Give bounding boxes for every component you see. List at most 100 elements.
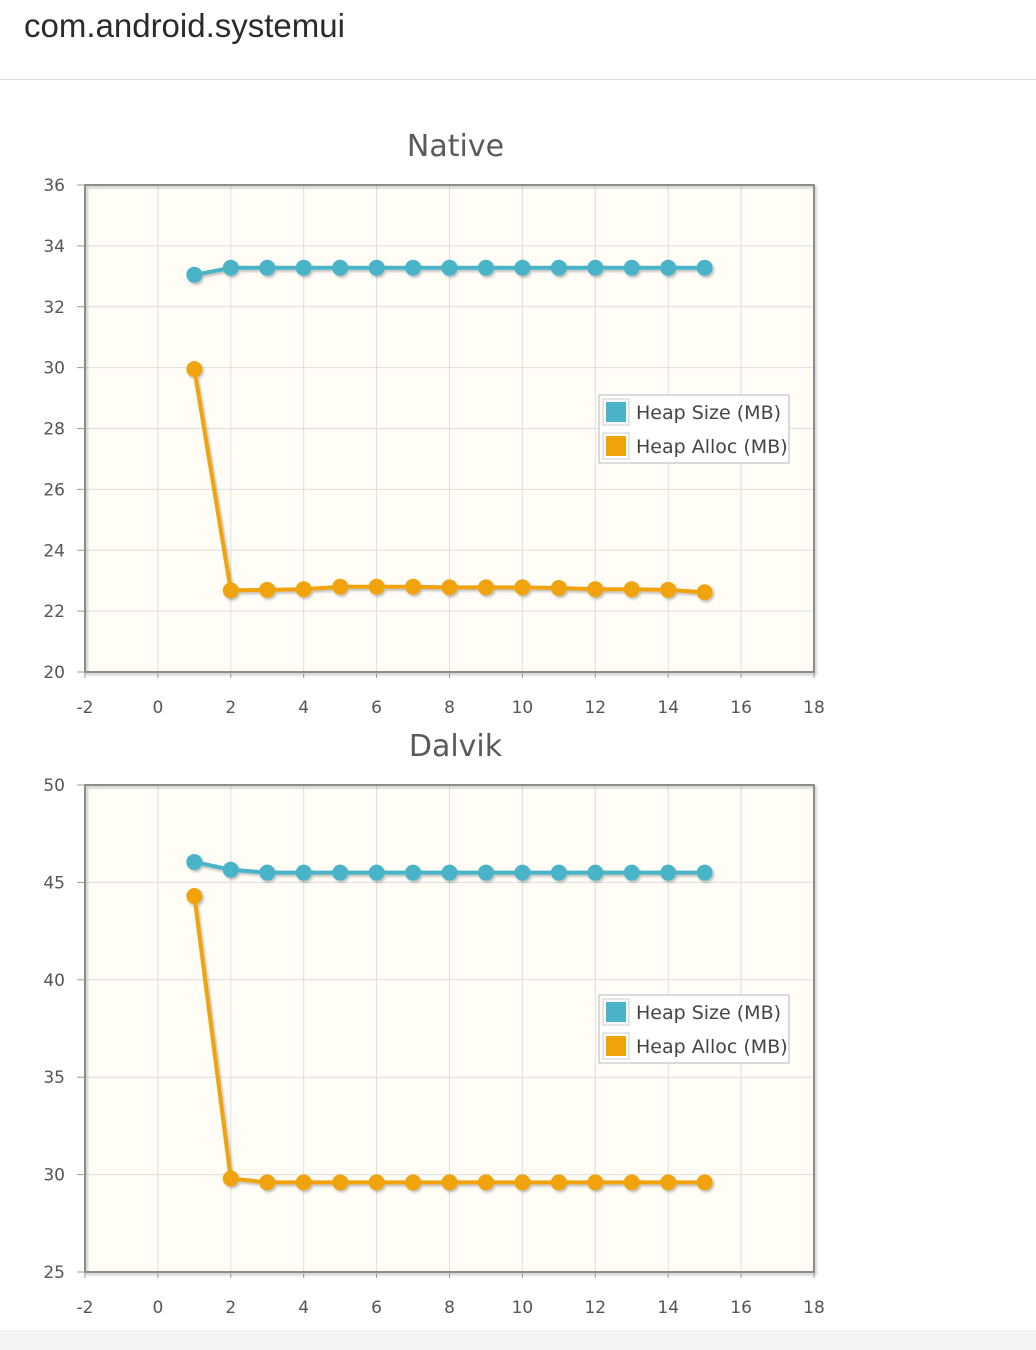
data-point xyxy=(550,864,567,881)
x-tick-label: 10 xyxy=(512,698,534,718)
legend: Heap Size (MB) Heap Alloc (MB) xyxy=(598,394,790,464)
data-point xyxy=(623,1174,640,1191)
y-tick-label: 40 xyxy=(43,971,65,991)
data-point xyxy=(332,578,349,595)
data-point xyxy=(441,864,458,881)
series-heap-alloc xyxy=(186,361,713,601)
data-point xyxy=(550,1174,567,1191)
x-tick-label: 6 xyxy=(371,1298,382,1318)
legend-swatch xyxy=(606,1002,626,1022)
legend-swatch xyxy=(606,436,626,456)
y-tick-label: 30 xyxy=(43,359,65,379)
y-tick-label: 34 xyxy=(43,237,65,257)
x-tick-label: 2 xyxy=(225,1298,236,1318)
data-point xyxy=(368,1174,385,1191)
x-tick-label: 4 xyxy=(298,698,309,718)
data-point xyxy=(550,579,567,596)
data-point xyxy=(441,579,458,596)
data-point xyxy=(368,864,385,881)
y-tick-label: 45 xyxy=(43,873,65,893)
data-point xyxy=(295,259,312,276)
data-point xyxy=(441,1174,458,1191)
y-tick-label: 25 xyxy=(43,1263,65,1283)
data-point xyxy=(222,259,239,276)
data-point xyxy=(587,1174,604,1191)
data-point xyxy=(660,864,677,881)
data-point xyxy=(259,259,276,276)
data-point xyxy=(623,864,640,881)
data-point xyxy=(186,888,203,905)
data-point xyxy=(259,581,276,598)
y-tick-label: 35 xyxy=(43,1068,65,1088)
data-point xyxy=(696,1174,713,1191)
legend-label: Heap Size (MB) xyxy=(636,402,781,424)
data-point xyxy=(514,259,531,276)
y-tick-label: 36 xyxy=(43,176,65,196)
chart-title: Dalvik xyxy=(409,729,503,764)
data-point xyxy=(295,581,312,598)
data-point xyxy=(332,1174,349,1191)
data-point xyxy=(660,1174,677,1191)
data-point xyxy=(295,1174,312,1191)
data-point xyxy=(696,864,713,881)
data-point xyxy=(660,259,677,276)
x-tick-label: 18 xyxy=(803,698,825,718)
data-point xyxy=(623,259,640,276)
series-heap-size xyxy=(186,853,713,881)
data-point xyxy=(332,864,349,881)
y-tick-label: 50 xyxy=(43,776,65,796)
data-point xyxy=(186,361,203,378)
chart-title: Native xyxy=(407,129,504,164)
x-tick-label: 10 xyxy=(512,1298,534,1318)
data-point xyxy=(368,259,385,276)
x-tick-label: 0 xyxy=(152,1298,163,1318)
x-tick-label: 2 xyxy=(225,698,236,718)
data-point xyxy=(514,579,531,596)
data-point xyxy=(405,259,422,276)
legend-label: Heap Alloc (MB) xyxy=(636,1036,788,1058)
data-point xyxy=(477,579,494,596)
x-tick-label: -2 xyxy=(77,1298,94,1318)
y-tick-label: 22 xyxy=(43,602,65,622)
x-tick-label: 0 xyxy=(152,698,163,718)
legend-swatch xyxy=(606,1036,626,1056)
data-point xyxy=(259,1174,276,1191)
data-point xyxy=(368,578,385,595)
legend-box xyxy=(598,994,790,1064)
x-tick-label: 16 xyxy=(730,1298,752,1318)
x-tick-label: 14 xyxy=(657,698,679,718)
legend-label: Heap Alloc (MB) xyxy=(636,436,788,458)
x-tick-label: 4 xyxy=(298,1298,309,1318)
data-point xyxy=(550,259,567,276)
data-point xyxy=(514,1174,531,1191)
data-point xyxy=(222,1170,239,1187)
x-tick-label: 16 xyxy=(730,698,752,718)
series-heap-size xyxy=(186,259,713,283)
data-point xyxy=(441,259,458,276)
data-point xyxy=(660,581,677,598)
x-tick-label: 8 xyxy=(444,698,455,718)
x-tick-label: 6 xyxy=(371,698,382,718)
bottom-strip xyxy=(0,1330,1036,1350)
data-point xyxy=(587,581,604,598)
data-point xyxy=(477,1174,494,1191)
series-heap-alloc xyxy=(186,888,713,1191)
data-point xyxy=(295,864,312,881)
legend-box xyxy=(598,394,790,464)
x-tick-label: 14 xyxy=(657,1298,679,1318)
data-point xyxy=(696,259,713,276)
page-header: com.android.systemui xyxy=(0,0,1036,80)
y-tick-label: 20 xyxy=(43,663,65,683)
x-tick-label: 8 xyxy=(444,1298,455,1318)
data-point xyxy=(405,864,422,881)
y-tick-label: 32 xyxy=(43,298,65,318)
y-tick-label: 24 xyxy=(43,541,65,561)
data-point xyxy=(587,259,604,276)
data-point xyxy=(222,582,239,599)
data-point xyxy=(222,861,239,878)
legend: Heap Size (MB) Heap Alloc (MB) xyxy=(598,994,790,1064)
page-title: com.android.systemui xyxy=(24,7,345,44)
x-tick-label: -2 xyxy=(77,698,94,718)
